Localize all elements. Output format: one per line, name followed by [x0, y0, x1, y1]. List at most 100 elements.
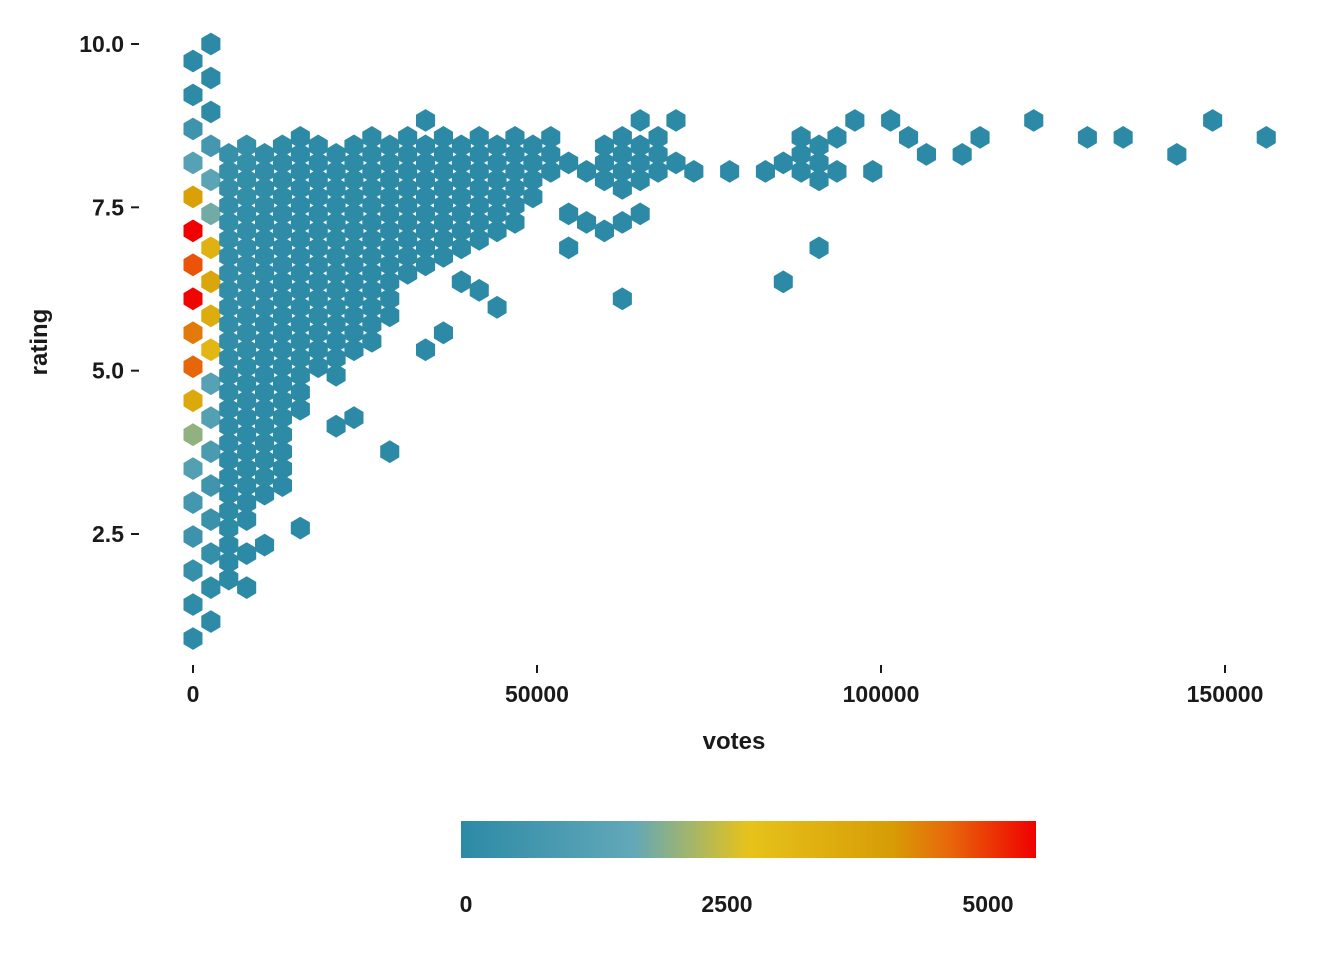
hexbin-cell — [255, 194, 275, 217]
hexbin-cell — [237, 372, 257, 396]
hexbin-cell — [773, 270, 793, 294]
hexbin-cell — [237, 576, 257, 599]
y-tick-label: 5.0 — [92, 358, 124, 384]
hexbin-cell — [219, 550, 239, 574]
hexbin-cell — [237, 457, 257, 480]
hexbin-cell — [219, 194, 239, 217]
hexbin-cell — [290, 329, 310, 353]
hexbin-cell — [183, 287, 203, 311]
x-tick-label: 100000 — [843, 681, 920, 707]
hexbin-cell — [290, 160, 310, 183]
hexbin-cell — [201, 372, 221, 396]
hexbin-cell — [487, 168, 507, 192]
hexbin-cell — [255, 261, 275, 285]
hexbin-cell — [630, 151, 650, 175]
hexbin-cell — [827, 160, 847, 183]
hexbin-cell — [362, 177, 382, 200]
hexbin-cell — [326, 245, 346, 268]
hexbin-cell — [183, 423, 203, 447]
hexbin-cell — [433, 143, 453, 166]
hexbin-cell — [755, 160, 775, 183]
hexbin-cell — [308, 202, 328, 226]
hexbin-cell — [201, 576, 221, 599]
hexbin-cell — [469, 160, 489, 183]
hexbin-cell — [416, 338, 436, 362]
hexbin-cell — [201, 542, 221, 565]
hexbin-cell — [308, 304, 328, 328]
x-tick-label: 150000 — [1187, 681, 1264, 707]
hexbin-cell — [219, 143, 239, 166]
hexbin-cell — [201, 440, 221, 464]
hexbin-cell — [308, 185, 328, 209]
hexbin-cell — [523, 185, 543, 209]
hexbin-cell — [469, 278, 489, 302]
hexbin-cell — [255, 295, 275, 319]
hexbin-cell — [201, 406, 221, 430]
hexbin-cell — [451, 219, 471, 243]
hexbin-cell — [720, 160, 740, 183]
hexbin-cell — [201, 610, 221, 633]
hexbin-cell — [1077, 126, 1097, 149]
hexbin-cell — [237, 406, 257, 430]
hexbin-cell — [630, 202, 650, 226]
hexbin-cell — [183, 185, 203, 209]
hexbin-cell — [237, 168, 257, 192]
hexbin-cell — [380, 270, 400, 294]
hexbin-cell — [469, 177, 489, 200]
hexbin-cell — [380, 168, 400, 192]
hexbin-cell — [201, 66, 221, 90]
hexbin-cell — [791, 143, 811, 166]
hexbin-cell — [201, 304, 221, 328]
hexbin-cell — [326, 312, 346, 336]
hexbin-cell — [237, 304, 257, 328]
hexbin-cell — [594, 219, 614, 243]
hexbin-cell — [326, 194, 346, 217]
hexbin-cell — [344, 304, 364, 328]
y-axis-title: rating — [26, 309, 53, 376]
y-tick-label: 2.5 — [92, 521, 124, 547]
hexbin-cell — [344, 168, 364, 192]
hexbin-cell — [648, 126, 668, 149]
hexbin-cell — [362, 211, 382, 234]
colorbar-tick-label: 2500 — [701, 891, 752, 917]
hexbin-cell — [308, 151, 328, 175]
colorbar-ticks: 0 2500 5000 — [460, 891, 1014, 917]
hexbin-cell — [183, 321, 203, 345]
hexbin-cell — [272, 236, 292, 260]
hexbin-cell — [469, 211, 489, 234]
hexbin-cell — [809, 134, 829, 158]
hexbin-cell — [183, 389, 203, 413]
hexbin-cell — [219, 177, 239, 200]
hexbin-cell — [219, 414, 239, 438]
hexbin-cell — [308, 236, 328, 260]
hexbin-cell — [505, 143, 525, 166]
hexbin-cell — [290, 194, 310, 217]
hexbin-cell — [272, 253, 292, 277]
hexbin-cell — [398, 211, 418, 234]
hexbin-cell — [255, 380, 275, 404]
colorbar-legend: 0 2500 5000 — [460, 821, 1036, 917]
hexbin-cell — [666, 151, 686, 175]
hexbin-cell — [255, 431, 275, 455]
hexbin-cell — [272, 423, 292, 447]
hexbin-cell — [272, 389, 292, 413]
hexbin-cell — [272, 304, 292, 328]
hexbin-cell — [183, 151, 203, 175]
hexbin-cell — [845, 109, 865, 132]
hexbin-cell — [594, 168, 614, 192]
hexbin-cell — [398, 143, 418, 166]
hexbin-cell — [809, 236, 829, 260]
hexbin-cell — [237, 151, 257, 175]
hexbin-cell — [505, 194, 525, 217]
hexbin-cell — [326, 295, 346, 319]
hexbin-cell — [201, 32, 221, 56]
hexbin-cell — [219, 533, 239, 557]
hexbin-cell — [791, 160, 811, 183]
hexbin-cell — [290, 211, 310, 234]
hexbin-cell — [219, 448, 239, 472]
hexbin-cell — [487, 219, 507, 243]
hexbin-cell — [487, 134, 507, 158]
hexbin-cell — [648, 160, 668, 183]
hexbin-cell — [290, 295, 310, 319]
